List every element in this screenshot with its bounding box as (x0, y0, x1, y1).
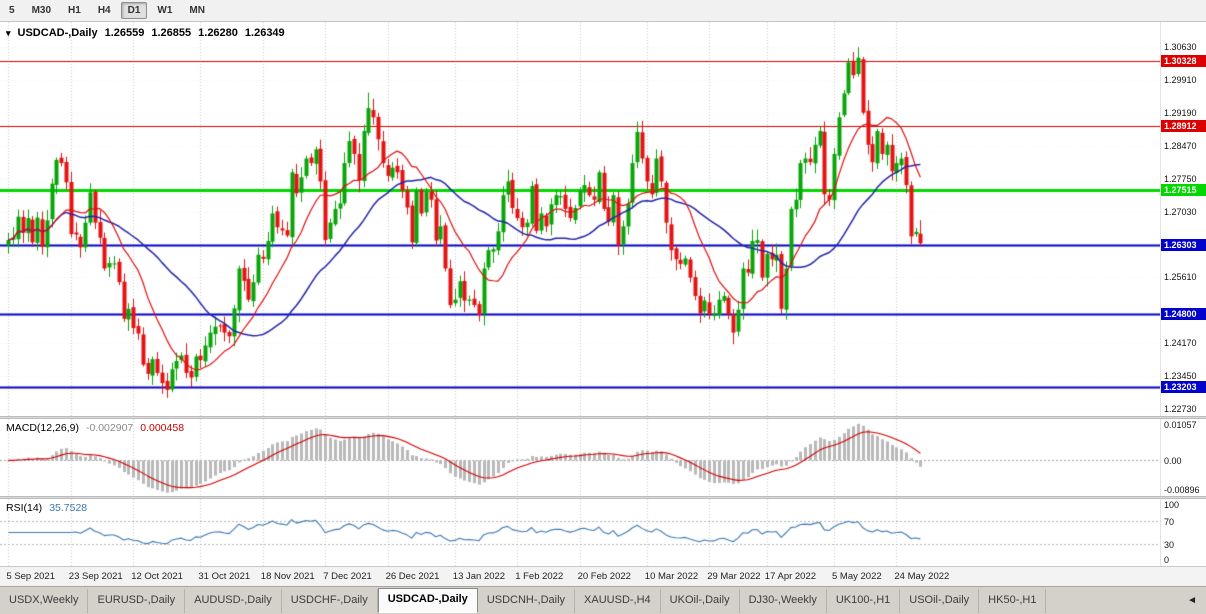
rsi-title: RSI(14) 35.7528 (6, 502, 87, 514)
rsi-panel: RSI(14) 35.7528 100 70 30 0 (0, 499, 1206, 566)
rsi-axis-label: 100 (1164, 500, 1180, 510)
symbol-tab-hk50-h1[interactable]: HK50-,H1 (979, 588, 1047, 613)
macd-axis-label: 0.00 (1164, 456, 1182, 467)
timeframe-button-mn[interactable]: MN (189, 5, 205, 16)
price-axis-label: 1.23450 (1164, 371, 1197, 382)
rsi-axis-label: 0 (1164, 555, 1170, 565)
timeframe-toolbar: 5 M30 H1 H4 D1 W1 MN (0, 0, 1206, 22)
time-axis: 5 Sep 2021 23 Sep 2021 12 Oct 2021 31 Oct 2… (0, 566, 1206, 586)
macd-signal-value: 0.000458 (140, 422, 185, 434)
quote-low: 1.26280 (198, 27, 238, 39)
price-axis-label: 1.29910 (1164, 75, 1197, 86)
timeframe-button-h1[interactable]: H1 (68, 5, 81, 16)
time-axis-label: 29 Mar 2022 (707, 571, 761, 582)
time-axis-label: 26 Dec 2021 (385, 571, 440, 582)
time-axis-label: 5 May 2022 (832, 571, 882, 582)
time-axis-label: 12 Oct 2021 (131, 571, 183, 582)
time-axis-label: 31 Oct 2021 (198, 571, 251, 582)
chart-title: ▾ USDCAD-,Daily 1.26559 1.26855 1.26280 … (6, 27, 285, 39)
timeframe-button-d1[interactable]: D1 (120, 2, 148, 19)
rsi-canvas[interactable] (0, 499, 1160, 566)
quote-open: 1.26559 (104, 27, 145, 39)
price-level-tag[interactable]: 1.27515 (1161, 183, 1206, 196)
quote-close: 1.26349 (244, 27, 285, 39)
time-axis-label: 13 Jan 2022 (452, 571, 506, 582)
symbol-tab-eurusd-daily[interactable]: EURUSD-,Daily (88, 588, 186, 613)
price-level-tag[interactable]: 1.28912 (1161, 119, 1206, 132)
macd-axis: 0.01057 0.00 -0.00896 (1160, 419, 1206, 496)
chart-dropdown-icon[interactable]: ▾ (6, 28, 11, 38)
price-level-tag[interactable]: 1.26303 (1161, 239, 1206, 252)
macd-axis-label: 0.01057 (1164, 420, 1197, 430)
rsi-axis-label: 70 (1164, 516, 1175, 527)
macd-title: MACD(12,26,9) -0.002907 0.000458 (6, 422, 184, 434)
symbol-tab-usdcad-daily[interactable]: USDCAD-,Daily (377, 588, 478, 613)
price-axis-label: 1.22730 (1164, 404, 1197, 415)
price-panel: ▾ USDCAD-,Daily 1.26559 1.26855 1.26280 … (0, 22, 1206, 416)
time-axis-label: 10 Mar 2022 (644, 571, 699, 582)
symbol-tab-audusd-daily[interactable]: AUDUSD-,Daily (185, 588, 282, 613)
price-chart-canvas[interactable] (0, 22, 1160, 416)
price-level-tag[interactable]: 1.23203 (1161, 381, 1206, 394)
panel-divider[interactable] (0, 496, 1206, 499)
time-axis-label: 20 Feb 2022 (577, 571, 631, 582)
time-axis-label: 7 Dec 2021 (323, 571, 372, 582)
chart-window: ▾ USDCAD-,Daily 1.26559 1.26855 1.26280 … (0, 22, 1206, 586)
symbol-tab-dj30-weekly[interactable]: DJ30-,Weekly (740, 588, 827, 613)
quote-high: 1.26855 (151, 27, 192, 39)
symbol-tab-ukoil-daily[interactable]: UKOil-,Daily (661, 588, 740, 613)
symbol-tab-uk100-h1[interactable]: UK100-,H1 (827, 588, 901, 613)
time-axis-label: 1 Feb 2022 (515, 571, 564, 582)
time-axis-label: 17 Apr 2022 (764, 571, 817, 582)
price-axis-label: 1.27750 (1164, 174, 1197, 185)
symbol-tab-usdx-weekly[interactable]: USDX,Weekly (0, 588, 89, 613)
price-axis-label: 1.28470 (1164, 141, 1197, 152)
macd-axis-label: -0.00896 (1164, 485, 1200, 495)
rsi-axis-label: 30 (1164, 540, 1175, 551)
macd-main-value: -0.002907 (85, 422, 134, 434)
price-axis-label: 1.29190 (1164, 108, 1197, 119)
tab-scroll-left-icon[interactable]: ◄ (1187, 595, 1197, 606)
price-level-tag[interactable]: 1.24800 (1161, 308, 1206, 321)
price-axis-label: 1.30630 (1164, 42, 1197, 53)
time-axis-label: 18 Nov 2021 (260, 571, 315, 582)
timeframe-button-m30[interactable]: M30 (31, 5, 52, 16)
price-axis-label: 1.24170 (1164, 338, 1197, 349)
timeframe-button-h4[interactable]: H4 (97, 5, 111, 16)
price-axis-label: 1.27030 (1164, 207, 1197, 218)
macd-label: MACD(12,26,9) (6, 422, 79, 434)
macd-panel: MACD(12,26,9) -0.002907 0.000458 0.01057… (0, 419, 1206, 496)
symbol-tab-usdchf-daily[interactable]: USDCHF-,Daily (282, 588, 378, 613)
price-axis-label: 1.25610 (1164, 272, 1197, 283)
timeframe-button-5[interactable]: 5 (9, 5, 15, 16)
macd-canvas[interactable] (0, 419, 1160, 496)
price-level-tag[interactable]: 1.30328 (1161, 55, 1206, 68)
rsi-label: RSI(14) (6, 502, 43, 514)
time-axis-label: 5 Sep 2021 (6, 571, 55, 582)
chart-symbol-label: USDCAD-,Daily (17, 27, 98, 39)
time-axis-label: 23 Sep 2021 (68, 571, 123, 582)
timeframe-button-w1[interactable]: W1 (157, 5, 173, 16)
symbol-tab-usdcnh-daily[interactable]: USDCNH-,Daily (478, 588, 576, 613)
symbol-tab-xauusd-h4[interactable]: XAUUSD-,H4 (575, 588, 661, 613)
rsi-axis: 100 70 30 0 (1160, 499, 1206, 566)
price-axis: 1.30630 1.29910 1.29190 1.28470 1.27750 1.270… (1160, 22, 1206, 416)
rsi-value: 35.7528 (49, 502, 88, 514)
symbol-tabbar: USDX,Weekly EURUSD-,Daily AUDUSD-,Daily USD… (0, 586, 1206, 614)
time-axis-label: 24 May 2022 (894, 571, 950, 582)
panel-divider[interactable] (0, 416, 1206, 419)
symbol-tab-usoil-daily[interactable]: USOil-,Daily (900, 588, 980, 613)
